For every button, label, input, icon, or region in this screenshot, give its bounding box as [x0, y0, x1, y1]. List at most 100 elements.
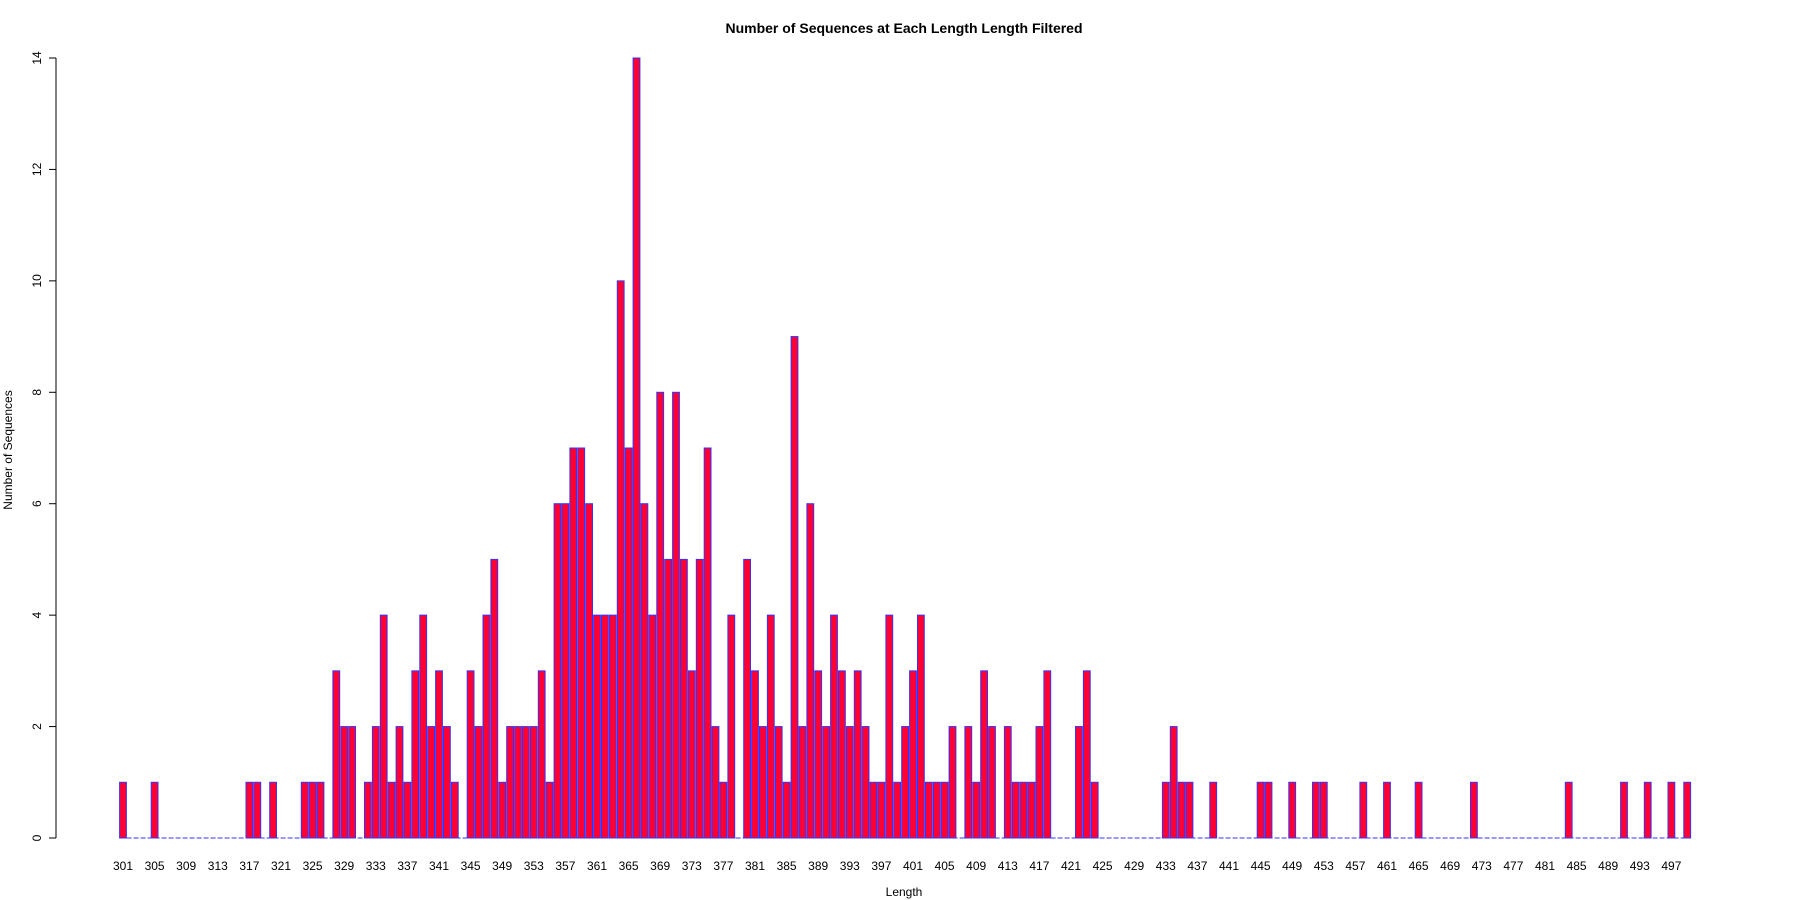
x-tick-label: 397	[871, 859, 891, 873]
bar	[1035, 726, 1044, 839]
x-tick-label: 313	[208, 859, 228, 873]
x-tick-label: 381	[745, 859, 765, 873]
bar	[640, 503, 649, 839]
x-tick-label: 461	[1377, 859, 1397, 873]
bar	[1011, 781, 1020, 839]
bar	[1564, 781, 1573, 839]
bar	[672, 391, 680, 839]
x-tick-label: 485	[1567, 859, 1587, 873]
bar	[656, 391, 665, 839]
bar	[1683, 781, 1692, 839]
y-axis: 0 2 4 6 8 10 12 14	[30, 51, 57, 841]
bar	[340, 726, 349, 839]
bar	[782, 781, 791, 839]
bar	[917, 614, 925, 839]
bar	[332, 670, 341, 839]
bar	[751, 670, 759, 839]
bar	[585, 503, 594, 839]
x-tick-label: 497	[1661, 859, 1681, 873]
bar	[988, 726, 996, 839]
y-tick-label: 6	[30, 500, 44, 507]
bar	[395, 726, 404, 839]
x-tick-label: 325	[303, 859, 323, 873]
bar	[901, 726, 910, 839]
bar	[924, 781, 933, 839]
x-tick-label: 361	[587, 859, 607, 873]
x-tick-label: 341	[429, 859, 449, 873]
x-tick-label: 317	[239, 859, 259, 873]
bar	[490, 558, 499, 839]
x-tick-label: 389	[808, 859, 828, 873]
x-tick-label: 309	[176, 859, 196, 873]
x-tick-label: 333	[366, 859, 386, 873]
x-tick-label: 349	[492, 859, 512, 873]
bar	[474, 726, 483, 839]
bar	[403, 781, 412, 839]
bar	[119, 781, 127, 839]
x-tick-label: 481	[1535, 859, 1555, 873]
bar	[885, 614, 894, 839]
x-tick-label: 465	[1409, 859, 1429, 873]
bar	[680, 558, 688, 839]
bar	[806, 503, 815, 839]
bar	[774, 726, 783, 839]
x-tick-label: 337	[397, 859, 417, 873]
bar	[245, 781, 254, 839]
x-tick-label: 357	[555, 859, 575, 873]
x-tick-label: 457	[1345, 859, 1365, 873]
x-tick-label: 353	[524, 859, 544, 873]
bar	[853, 670, 862, 839]
bar	[1643, 781, 1652, 839]
bar	[909, 670, 917, 839]
y-tick-label: 10	[30, 274, 44, 288]
bar	[379, 614, 388, 839]
bar	[529, 726, 538, 839]
x-tick-label: 409	[966, 859, 986, 873]
bar	[1177, 781, 1186, 839]
bar	[1470, 781, 1478, 839]
x-tick-label: 413	[998, 859, 1018, 873]
bar	[1256, 781, 1265, 839]
bar	[624, 447, 633, 839]
x-tick-label: 385	[777, 859, 797, 873]
bar	[695, 558, 704, 839]
x-tick-label: 453	[1314, 859, 1334, 873]
x-tick-label: 301	[113, 859, 133, 873]
bar	[964, 726, 973, 839]
bar	[830, 614, 838, 839]
bar	[687, 670, 696, 839]
bar	[932, 781, 941, 839]
bar	[1169, 726, 1178, 839]
y-tick-label: 0	[30, 834, 44, 841]
bar	[1027, 781, 1036, 839]
bar	[719, 781, 728, 839]
x-tick-label: 345	[461, 859, 481, 873]
bar	[150, 781, 159, 839]
bar	[838, 670, 846, 839]
bar	[711, 726, 720, 839]
bar	[972, 781, 981, 839]
bar	[814, 670, 823, 839]
bar	[545, 781, 554, 839]
bar	[632, 57, 641, 839]
x-tick-label: 473	[1472, 859, 1492, 873]
bar	[593, 614, 601, 839]
bar	[269, 781, 278, 839]
bar	[608, 614, 617, 839]
chart-title: Number of Sequences at Each Length Lengt…	[725, 20, 1082, 36]
bar	[316, 781, 325, 839]
bar	[743, 558, 752, 839]
bar	[348, 726, 357, 839]
x-tick-label: 437	[1187, 859, 1207, 873]
bar	[482, 614, 491, 839]
bar	[877, 781, 886, 839]
bar	[364, 781, 372, 839]
x-tick-label: 365	[619, 859, 639, 873]
bar	[1082, 670, 1091, 839]
bar	[759, 726, 767, 839]
x-tick-label: 393	[840, 859, 860, 873]
bar	[798, 726, 807, 839]
bar	[1620, 781, 1628, 839]
x-tick-label: 429	[1124, 859, 1144, 873]
